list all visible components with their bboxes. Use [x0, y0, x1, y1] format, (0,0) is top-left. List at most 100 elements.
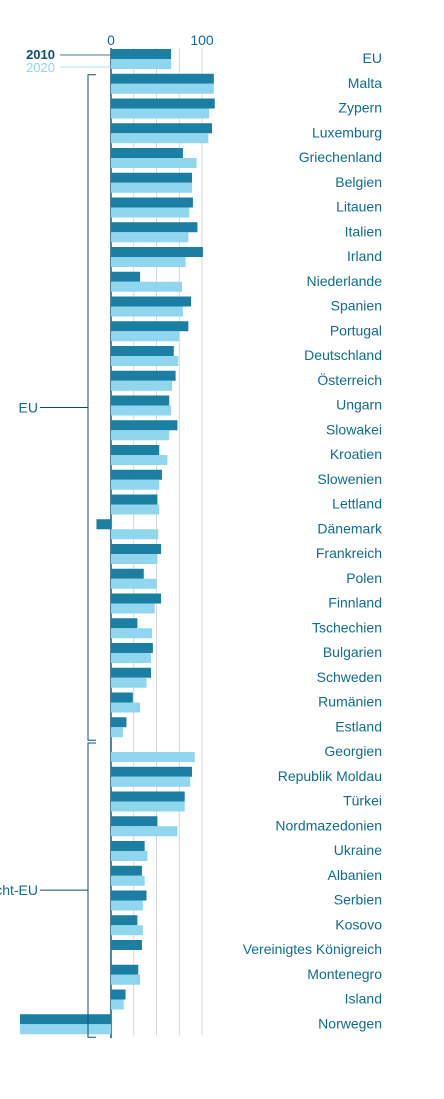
bar-2020 — [111, 875, 145, 886]
bar-2020 — [111, 281, 182, 292]
bar-2010 — [111, 222, 198, 233]
bar-2010 — [111, 989, 126, 1000]
bar-2010 — [111, 197, 193, 208]
bar-2020 — [111, 356, 179, 366]
bar-2020 — [111, 108, 210, 119]
bar-2020 — [111, 83, 214, 94]
category-label: Zypern — [338, 100, 382, 116]
bar-2020 — [111, 702, 141, 713]
category-label: Dänemark — [317, 520, 383, 536]
category-label: Spanien — [331, 298, 382, 314]
bar-2020 — [111, 677, 147, 688]
bar-2010 — [111, 643, 153, 653]
category-label: Schweden — [317, 669, 382, 685]
bar-2020 — [111, 405, 172, 416]
bar-2020 — [111, 727, 123, 738]
category-label-eu-average: EU — [363, 50, 382, 66]
category-label: Estland — [335, 718, 382, 734]
category-label: Lettland — [332, 496, 382, 512]
bars — [20, 49, 215, 1035]
category-label: Griechenland — [299, 149, 382, 165]
grid-lines — [133, 48, 203, 1036]
bar-2010 — [111, 469, 162, 480]
bar-2020 — [111, 999, 124, 1010]
bar-2020 — [111, 851, 148, 861]
x-tick-label: 0 — [107, 32, 115, 48]
bar-2020 — [111, 826, 178, 837]
category-label: Türkei — [343, 793, 382, 809]
bar-2020 — [111, 331, 180, 342]
group-label: Nicht-EU — [0, 882, 38, 898]
bar-2020 — [111, 974, 141, 985]
bar-2020 — [111, 380, 172, 391]
bar-2020 — [111, 182, 192, 193]
group-bracket — [87, 742, 96, 1038]
bar-2010 — [111, 791, 185, 802]
bar-2010 — [111, 865, 142, 876]
bar-2020 — [111, 59, 172, 69]
bar-2010 — [111, 73, 214, 84]
bar-2010 — [111, 420, 178, 431]
bar-2020 — [111, 752, 195, 762]
bar-2010 — [111, 321, 189, 332]
category-label: Island — [345, 991, 382, 1007]
category-label: Bulgarien — [323, 644, 382, 660]
category-label: Vereinigtes Königreich — [243, 941, 382, 957]
bar-2020 — [111, 207, 190, 218]
bar-2020 — [111, 430, 170, 441]
bar-2020 — [111, 529, 159, 540]
category-label: Österreich — [317, 371, 382, 388]
bar-2010 — [111, 940, 142, 950]
bar-2020 — [111, 232, 189, 243]
bar-2020 — [111, 257, 186, 267]
category-label: Ungarn — [336, 397, 382, 413]
bar-2010 — [111, 370, 176, 381]
bar-2010 — [111, 271, 141, 282]
bar-2010 — [111, 593, 162, 604]
bar-2010 — [111, 816, 158, 827]
category-label: Frankreich — [316, 545, 382, 561]
category-label: Luxemburg — [312, 124, 382, 140]
bar-2010 — [111, 445, 160, 455]
category-label: Deutschland — [304, 347, 382, 363]
bar-2020 — [111, 578, 157, 589]
category-label: Georgien — [324, 743, 382, 759]
bar-2020 — [111, 900, 143, 911]
bar-2010 — [96, 519, 111, 530]
category-label: Italien — [345, 223, 382, 239]
bar-2010 — [111, 494, 158, 505]
category-label: Tschechien — [312, 619, 382, 635]
bar-2010 — [111, 123, 213, 134]
category-label: Ukraine — [334, 842, 382, 858]
bar-2010 — [111, 98, 215, 109]
category-label: Montenegro — [307, 966, 382, 982]
category-label: Norwegen — [318, 1015, 382, 1031]
bar-2010 — [20, 1014, 111, 1025]
category-label: Finnland — [328, 595, 382, 611]
bar-2020 — [111, 554, 158, 564]
bar-2010 — [111, 247, 203, 257]
category-label: Irland — [347, 248, 382, 264]
category-label: Rumänien — [318, 694, 382, 710]
bar-2020 — [20, 1024, 111, 1035]
category-label: Litauen — [336, 199, 382, 215]
group-brackets: EU Nicht-EU — [0, 74, 96, 1038]
legend-label-2020: 2020 — [26, 60, 55, 75]
group-bracket — [87, 74, 96, 741]
legend-label-2010: 2010 — [26, 47, 55, 62]
category-label: Slowenien — [317, 471, 382, 487]
bar-2010 — [111, 964, 139, 975]
bar-2020 — [111, 504, 160, 515]
bar-2010 — [111, 544, 162, 554]
category-labels: EU Malta Zypern Luxemburg Griechenland Belgie… — [243, 50, 383, 1031]
bar-2010 — [111, 618, 138, 629]
category-label: Belgien — [335, 174, 382, 190]
category-label: Niederlande — [307, 273, 383, 289]
category-label: Portugal — [330, 322, 382, 338]
category-label: Republik Moldau — [278, 768, 382, 784]
bar-2010 — [111, 667, 152, 678]
bar-2020 — [111, 776, 191, 787]
bar-2010 — [111, 568, 144, 579]
